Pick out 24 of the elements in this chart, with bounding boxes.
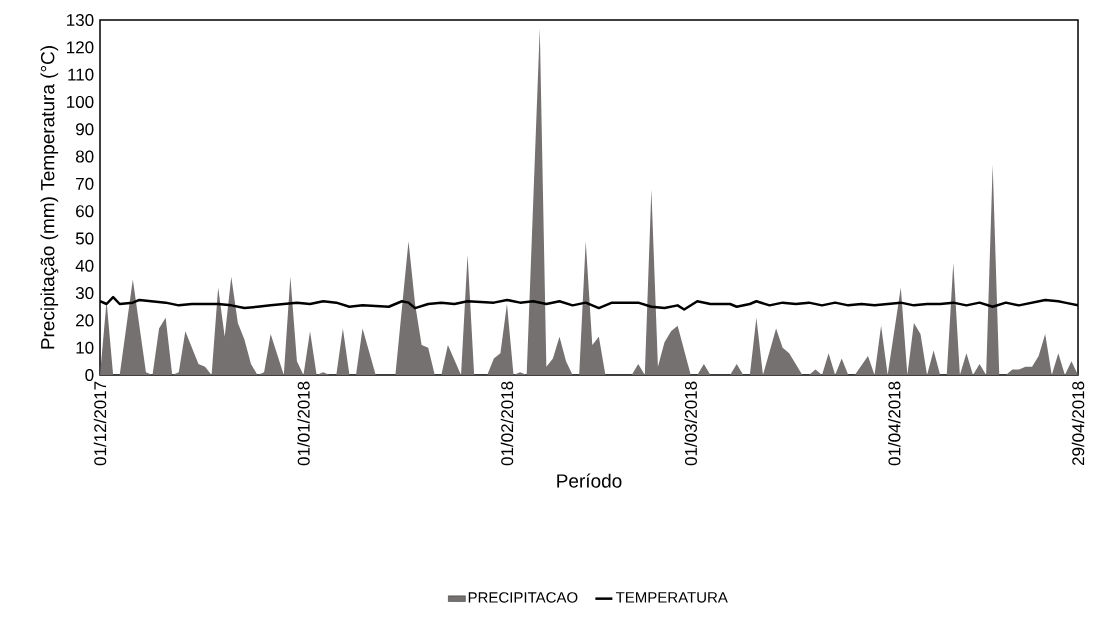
y-tick-label: 80 <box>75 150 94 163</box>
x-tick-label: 01/02/2018 <box>500 381 514 466</box>
y-tick-label: 0 <box>85 368 94 382</box>
y-tick-label: 120 <box>67 41 94 54</box>
y-tick-label: 50 <box>75 232 94 245</box>
y-tick-label: 130 <box>67 13 94 27</box>
y-axis-title: Precipitação (mm) Temperatura (°C) <box>40 46 59 349</box>
x-tick-label: 01/04/2018 <box>887 381 901 466</box>
x-tick-label: 01/12/2017 <box>93 381 107 466</box>
x-tick-label: 29/04/2018 <box>1071 381 1085 466</box>
y-tick-label: 40 <box>75 259 94 272</box>
x-tick-label: 01/01/2018 <box>297 381 310 466</box>
y-tick-label: 10 <box>76 341 94 354</box>
y-tick-label: 60 <box>76 205 94 218</box>
y-tick-label: 20 <box>76 314 94 327</box>
y-tick-label: 70 <box>76 177 94 190</box>
x-tick-label: 01/03/2018 <box>684 381 697 466</box>
y-tick-label: 30 <box>75 287 94 300</box>
y-tick-label: 100 <box>67 95 94 108</box>
legend-label: TEMPERATURA <box>615 592 728 603</box>
legend-label: PRECIPITACAO <box>468 592 578 603</box>
y-tick-label: 90 <box>76 123 94 136</box>
x-axis-title: Período <box>557 473 622 488</box>
y-tick-label: 110 <box>68 68 94 81</box>
